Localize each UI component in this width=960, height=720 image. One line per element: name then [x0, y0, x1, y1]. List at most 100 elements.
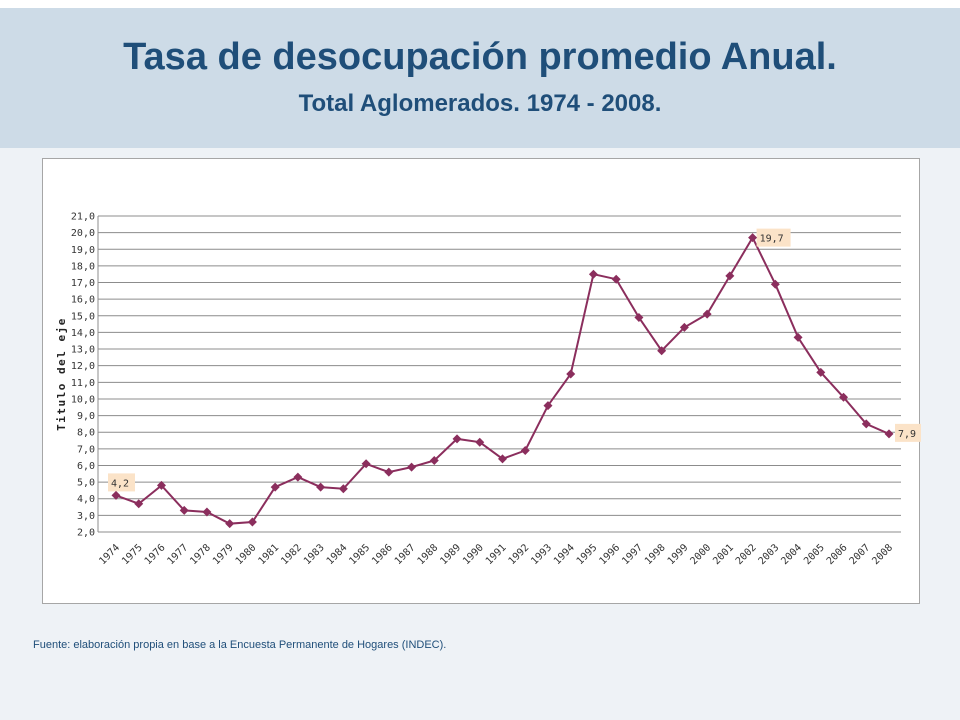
y-tick-label: 11,0	[71, 378, 95, 389]
data-point-marker	[498, 454, 507, 464]
y-tick-label: 10,0	[71, 394, 95, 405]
x-tick-label: 2003	[757, 542, 782, 567]
y-axis-title: Titulo del eje	[55, 317, 68, 431]
x-tick-label: 1989	[438, 542, 463, 567]
y-tick-label: 19,0	[71, 245, 95, 256]
y-tick-label: 15,0	[71, 311, 95, 322]
data-point-marker	[475, 437, 485, 447]
data-point-marker	[566, 369, 576, 379]
data-point-marker	[407, 462, 417, 472]
data-point-marker	[520, 446, 530, 456]
data-point-marker	[657, 346, 667, 356]
x-tick-label: 2004	[779, 542, 804, 567]
x-tick-label: 1985	[347, 542, 372, 567]
x-tick-label: 1990	[461, 542, 486, 567]
x-tick-label: 2006	[825, 542, 850, 567]
data-point-marker	[748, 233, 758, 243]
data-point-marker	[634, 312, 644, 322]
data-point-marker	[884, 429, 894, 439]
data-point-marker	[270, 482, 280, 492]
x-tick-label: 1983	[302, 542, 327, 567]
data-point-marker	[156, 480, 166, 490]
data-label-bg	[108, 473, 135, 492]
data-point-marker	[679, 322, 689, 332]
data-point-marker	[247, 517, 257, 527]
top-strip	[0, 0, 960, 8]
data-label: 4,2	[111, 478, 129, 489]
title-band	[0, 8, 960, 148]
data-point-marker	[316, 482, 326, 492]
x-tick-label: 2005	[802, 542, 827, 567]
x-tick-label: 1999	[666, 542, 691, 567]
x-tick-label: 1982	[279, 542, 304, 567]
data-point-marker	[770, 279, 780, 289]
x-tick-label: 1993	[529, 542, 554, 567]
line-chart: 2,0 3,0 4,0 5,0 6,0 7,0 8,0 9,0 10,0 11,0 12,0 13,0…	[55, 212, 921, 567]
x-tick-label: 1979	[211, 542, 236, 567]
x-tick-label: 2007	[848, 542, 873, 567]
data-point-marker	[179, 505, 189, 515]
y-tick-label: 9,0	[77, 411, 95, 422]
chart-frame: 2,0 3,0 4,0 5,0 6,0 7,0 8,0 9,0 10,0 11,0 12,0 13,0…	[42, 158, 921, 604]
y-tick-label: 21,0	[71, 212, 95, 223]
data-label: 19,7	[760, 234, 784, 245]
x-tick-label: 2008	[870, 542, 895, 567]
x-tick-label: 1977	[166, 542, 191, 567]
data-label-bg	[756, 228, 791, 247]
x-tick-label: 1986	[370, 542, 395, 567]
series-line	[115, 235, 890, 525]
data-point-marker	[429, 455, 439, 465]
data-point-marker	[134, 499, 144, 509]
y-tick-label: 20,0	[71, 228, 95, 239]
y-tick-label: 16,0	[71, 295, 95, 306]
data-point-marker	[202, 507, 212, 517]
x-tick-label: 2002	[734, 542, 759, 567]
data-point-marker	[725, 271, 735, 281]
data-point-marker	[338, 484, 348, 494]
y-tick-label: 8,0	[77, 428, 95, 439]
x-tick-label: 1980	[234, 542, 259, 567]
data-point-marker	[293, 472, 303, 482]
data-point-marker	[111, 490, 121, 500]
y-tick-label: 7,0	[77, 444, 95, 455]
x-tick-label: 1988	[416, 542, 441, 567]
x-tick-label: 2000	[688, 542, 713, 567]
data-point-marker	[452, 434, 462, 444]
page-title: Tasa de desocupación promedio Anual.	[123, 36, 837, 78]
x-tick-label: 1998	[643, 542, 668, 567]
y-tick-label: 4,0	[77, 494, 95, 505]
source-footnote: Fuente: elaboración propia en base a la …	[33, 639, 447, 651]
y-tick-label: 6,0	[77, 461, 95, 472]
x-tick-label: 1991	[484, 542, 509, 567]
data-point-marker	[839, 392, 849, 402]
data-point-marker	[816, 367, 826, 377]
x-tick-label: 1996	[597, 542, 622, 567]
x-tick-label: 1984	[325, 542, 350, 567]
x-tick-label: 1997	[620, 542, 645, 567]
data-label-bg	[895, 423, 921, 442]
x-tick-label: 1994	[552, 542, 577, 567]
y-tick-label: 2,0	[77, 528, 95, 539]
data-point-marker	[361, 459, 371, 469]
y-tick-label: 5,0	[77, 478, 95, 489]
x-tick-label: 1974	[97, 542, 122, 567]
y-tick-label: 12,0	[71, 361, 95, 372]
x-tick-label: 1995	[575, 542, 600, 567]
data-point-marker	[611, 274, 621, 284]
x-tick-label: 1987	[393, 542, 418, 567]
data-point-marker	[861, 419, 871, 429]
data-point-marker	[793, 332, 803, 342]
y-tick-label: 3,0	[77, 511, 95, 522]
page-subtitle: Total Aglomerados. 1974 - 2008.	[298, 90, 662, 117]
data-point-marker	[543, 401, 553, 411]
y-tick-label: 18,0	[71, 261, 95, 272]
data-point-marker	[588, 269, 598, 279]
data-point-marker	[702, 309, 712, 319]
y-tick-label: 13,0	[71, 345, 95, 356]
data-point-marker	[225, 519, 235, 529]
x-tick-label: 1978	[188, 542, 213, 567]
data-label: 7,9	[898, 429, 916, 440]
x-tick-label: 1976	[143, 542, 168, 567]
data-point-marker	[384, 467, 394, 477]
x-tick-label: 1992	[507, 542, 532, 567]
